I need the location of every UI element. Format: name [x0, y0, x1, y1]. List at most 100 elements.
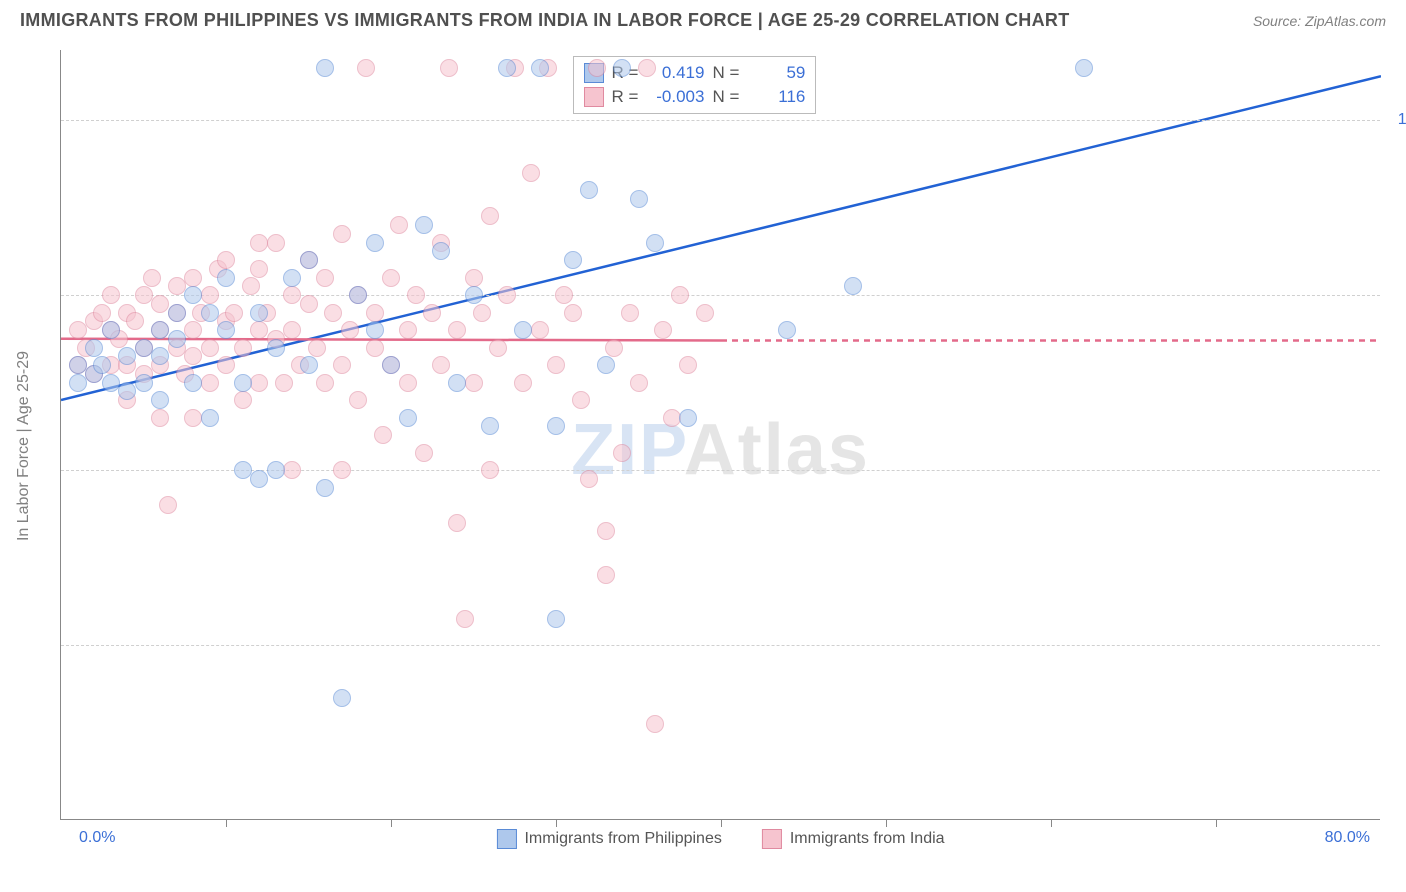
data-point-philippines [448, 374, 466, 392]
data-point-india [201, 374, 219, 392]
data-point-philippines [300, 251, 318, 269]
x-tick [391, 819, 392, 827]
n-label: N = [712, 87, 739, 107]
data-point-india [69, 321, 87, 339]
data-point-india [630, 374, 648, 392]
chart-plot-area: ZIPAtlas R = 0.419 N = 59 R = -0.003 N =… [60, 50, 1380, 820]
data-point-india [184, 347, 202, 365]
data-point-philippines [184, 374, 202, 392]
data-point-philippines [382, 356, 400, 374]
data-point-philippines [118, 347, 136, 365]
data-point-india [234, 391, 252, 409]
data-point-philippines [168, 330, 186, 348]
data-point-philippines [399, 409, 417, 427]
data-point-india [382, 269, 400, 287]
data-point-philippines [531, 59, 549, 77]
data-point-india [613, 444, 631, 462]
data-point-india [588, 59, 606, 77]
data-point-philippines [415, 216, 433, 234]
data-point-india [448, 514, 466, 532]
gridline [61, 645, 1380, 646]
data-point-philippines [679, 409, 697, 427]
data-point-india [143, 269, 161, 287]
data-point-india [201, 339, 219, 357]
data-point-philippines [135, 339, 153, 357]
data-point-philippines [844, 277, 862, 295]
data-point-india [126, 312, 144, 330]
data-point-india [465, 374, 483, 392]
data-point-philippines [580, 181, 598, 199]
data-point-india [250, 234, 268, 252]
data-point-india [481, 207, 499, 225]
data-point-philippines [514, 321, 532, 339]
data-point-philippines [349, 286, 367, 304]
data-point-india [333, 356, 351, 374]
data-point-india [242, 277, 260, 295]
data-point-india [250, 374, 268, 392]
data-point-philippines [366, 234, 384, 252]
data-point-philippines [118, 382, 136, 400]
data-point-india [267, 234, 285, 252]
data-point-india [671, 286, 689, 304]
data-point-philippines [102, 374, 120, 392]
chart-title: IMMIGRANTS FROM PHILIPPINES VS IMMIGRANT… [20, 10, 1070, 31]
r-label: R = [612, 87, 639, 107]
legend-label-india: Immigrants from India [790, 830, 945, 848]
data-point-india [415, 444, 433, 462]
data-point-india [448, 321, 466, 339]
x-tick [556, 819, 557, 827]
data-point-philippines [93, 356, 111, 374]
data-point-philippines [151, 347, 169, 365]
data-point-india [572, 391, 590, 409]
data-point-philippines [250, 304, 268, 322]
data-point-india [102, 286, 120, 304]
data-point-india [465, 269, 483, 287]
data-point-india [324, 304, 342, 322]
data-point-india [366, 304, 384, 322]
data-point-india [184, 269, 202, 287]
legend-item-philippines: Immigrants from Philippines [496, 829, 721, 849]
data-point-philippines [316, 479, 334, 497]
data-point-india [498, 286, 516, 304]
data-point-philippines [300, 356, 318, 374]
data-point-india [547, 356, 565, 374]
data-point-india [679, 356, 697, 374]
data-point-india [151, 295, 169, 313]
data-point-india [531, 321, 549, 339]
x-tick [226, 819, 227, 827]
data-point-india [217, 356, 235, 374]
n-value-india: 116 [747, 87, 805, 107]
data-point-india [184, 409, 202, 427]
correlation-legend: R = 0.419 N = 59 R = -0.003 N = 116 [573, 56, 817, 114]
data-point-philippines [646, 234, 664, 252]
data-point-philippines [69, 374, 87, 392]
y-tick-label: 70.0% [1392, 636, 1406, 654]
data-point-philippines [366, 321, 384, 339]
n-label: N = [712, 63, 739, 83]
data-point-philippines [201, 304, 219, 322]
x-tick [721, 819, 722, 827]
data-point-india [333, 461, 351, 479]
gridline [61, 295, 1380, 296]
data-point-india [390, 216, 408, 234]
gridline [61, 120, 1380, 121]
x-axis-max-label: 80.0% [1325, 829, 1370, 847]
data-point-philippines [547, 610, 565, 628]
data-point-philippines [481, 417, 499, 435]
data-point-philippines [234, 374, 252, 392]
data-point-india [201, 286, 219, 304]
swatch-india [762, 829, 782, 849]
r-value-india: -0.003 [646, 87, 704, 107]
data-point-philippines [201, 409, 219, 427]
data-point-philippines [597, 356, 615, 374]
data-point-india [564, 304, 582, 322]
data-point-india [300, 295, 318, 313]
data-point-india [473, 304, 491, 322]
data-point-philippines [151, 321, 169, 339]
data-point-philippines [283, 269, 301, 287]
data-point-philippines [69, 356, 87, 374]
data-point-india [432, 356, 450, 374]
data-point-india [399, 321, 417, 339]
y-tick-label: 100.0% [1392, 111, 1406, 129]
x-axis-min-label: 0.0% [79, 829, 115, 847]
